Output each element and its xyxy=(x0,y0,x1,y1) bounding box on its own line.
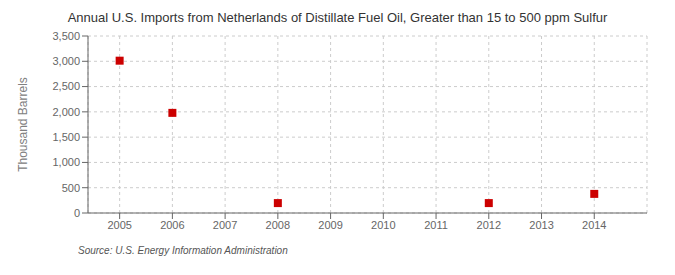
svg-text:2,500: 2,500 xyxy=(52,80,80,92)
svg-text:1,000: 1,000 xyxy=(52,156,80,168)
svg-text:2005: 2005 xyxy=(107,219,131,231)
svg-text:2010: 2010 xyxy=(371,219,395,231)
html-text:Annual U.S. Imports from Nethe: Annual U.S. Imports from Netherlands of … xyxy=(67,10,608,25)
svg-text:2008: 2008 xyxy=(266,219,290,231)
html-text:Source: U.S. Energy Informatio: Source: U.S. Energy Information Administ… xyxy=(78,245,288,256)
svg-text:2009: 2009 xyxy=(318,219,342,231)
svg-text:2007: 2007 xyxy=(213,219,237,231)
svg-text:2013: 2013 xyxy=(529,219,553,231)
svg-text:3,500: 3,500 xyxy=(52,30,80,42)
svg-text:2014: 2014 xyxy=(582,219,606,231)
svg-text:2006: 2006 xyxy=(160,219,184,231)
svg-text:3,000: 3,000 xyxy=(52,55,80,67)
svg-text:0: 0 xyxy=(74,207,80,219)
svg-text:2011: 2011 xyxy=(424,219,448,231)
svg-text:500: 500 xyxy=(62,182,80,194)
svg-text:1,500: 1,500 xyxy=(52,131,80,143)
svg-text:2012: 2012 xyxy=(477,219,501,231)
svg-text:Thousand Barrels: Thousand Barrels xyxy=(16,77,30,172)
svg-text:2,000: 2,000 xyxy=(52,106,80,118)
